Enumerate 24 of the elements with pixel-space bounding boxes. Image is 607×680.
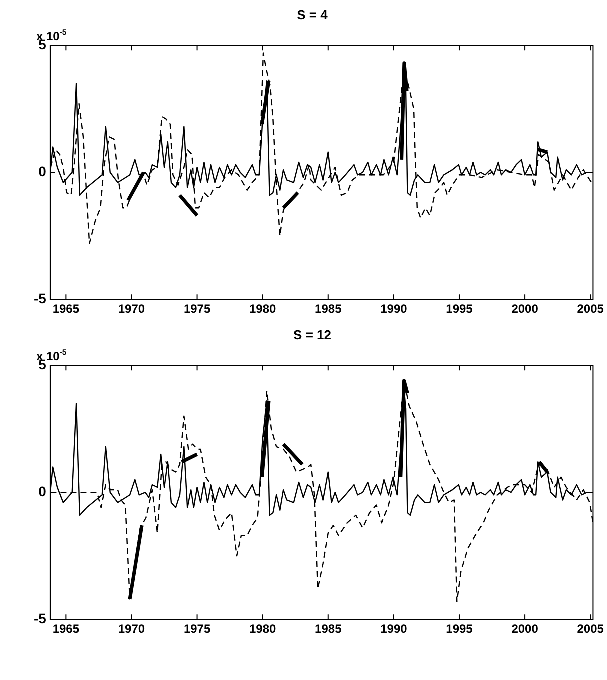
y-tick-label: 0 bbox=[38, 483, 47, 500]
y-tick-label: -5 bbox=[34, 290, 47, 306]
x-tick-label: 2005 bbox=[577, 622, 604, 636]
x-tick-label: 2005 bbox=[577, 302, 604, 316]
x-tick-label: 1980 bbox=[249, 302, 277, 316]
x-tick-label: 1985 bbox=[315, 302, 342, 316]
chart-title: S = 12 bbox=[294, 327, 332, 342]
x-tick-label: 1965 bbox=[52, 302, 80, 316]
x-tick-label: 1990 bbox=[380, 622, 408, 636]
x-tick-label: 1975 bbox=[184, 622, 211, 636]
x-tick-label: 2000 bbox=[512, 622, 539, 636]
chart-title: S = 4 bbox=[297, 7, 329, 22]
y-tick-label: -5 bbox=[34, 610, 47, 626]
x-tick-label: 1975 bbox=[184, 302, 211, 316]
x-tick-label: 1970 bbox=[118, 622, 146, 636]
x-tick-label: 1990 bbox=[380, 302, 408, 316]
x-tick-label: 1985 bbox=[315, 622, 342, 636]
y-tick-label: 0 bbox=[38, 163, 47, 180]
x-tick-label: 1965 bbox=[52, 622, 80, 636]
x-tick-label: 1970 bbox=[118, 302, 146, 316]
x-tick-label: 2000 bbox=[512, 302, 539, 316]
x-tick-label: 1980 bbox=[249, 622, 277, 636]
x-tick-label: 1995 bbox=[446, 302, 474, 316]
x-tick-label: 1995 bbox=[446, 622, 474, 636]
